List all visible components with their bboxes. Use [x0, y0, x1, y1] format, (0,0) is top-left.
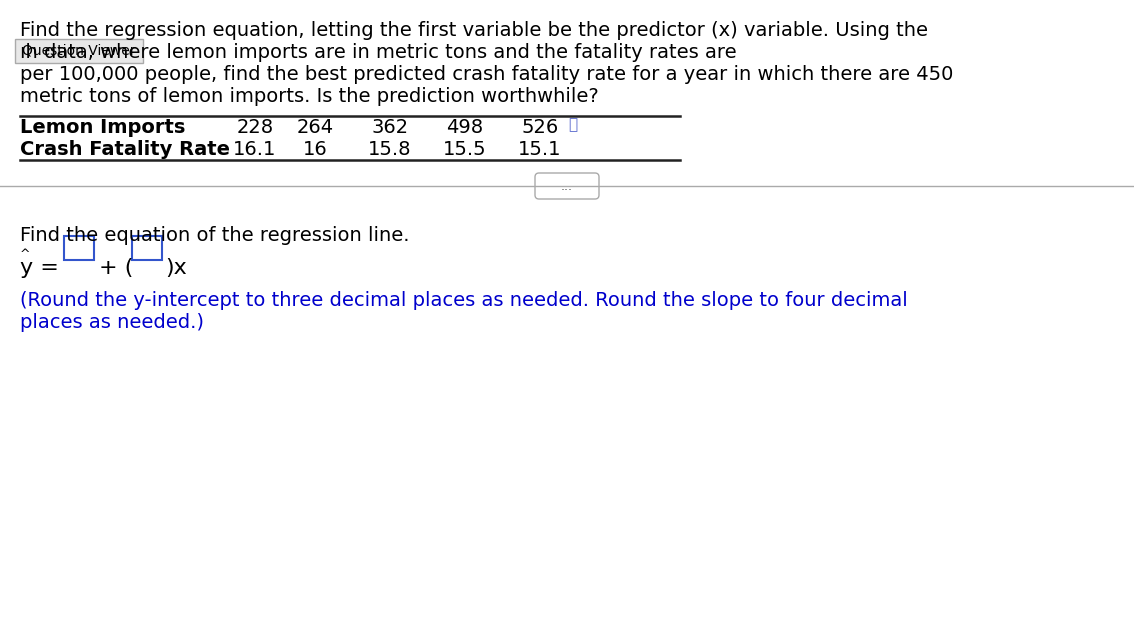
Text: ^: ^ [20, 248, 31, 261]
Text: y =: y = [20, 258, 59, 278]
Text: ⎘: ⎘ [568, 117, 577, 132]
Text: 15.1: 15.1 [518, 140, 561, 159]
Text: ıh data, where lemon imports are in metric tons and the fatality rates are: ıh data, where lemon imports are in metr… [20, 43, 737, 62]
FancyBboxPatch shape [535, 173, 599, 199]
Text: Find the equation of the regression line.: Find the equation of the regression line… [20, 226, 409, 245]
Text: metric tons of lemon imports. Is the prediction worthwhile?: metric tons of lemon imports. Is the pre… [20, 87, 599, 106]
Text: 264: 264 [296, 118, 333, 137]
Text: ...: ... [561, 180, 573, 193]
Text: 16: 16 [303, 140, 328, 159]
Text: 228: 228 [236, 118, 273, 137]
Text: Question Viewer: Question Viewer [23, 44, 136, 58]
Text: Crash Fatality Rate: Crash Fatality Rate [20, 140, 230, 159]
Text: 498: 498 [447, 118, 483, 137]
Text: Find the regression equation, letting the first variable be the predictor (x) va: Find the regression equation, letting th… [20, 21, 928, 40]
Text: 526: 526 [522, 118, 559, 137]
Text: per 100,000 people, find the best predicted crash fatality rate for a year in wh: per 100,000 people, find the best predic… [20, 65, 954, 84]
Text: 362: 362 [372, 118, 408, 137]
Text: 15.5: 15.5 [443, 140, 486, 159]
FancyBboxPatch shape [15, 39, 143, 63]
Text: places as needed.): places as needed.) [20, 313, 204, 332]
Text: + (: + ( [99, 258, 134, 278]
Bar [64, 236, 94, 260]
Bar [132, 236, 162, 260]
Text: Lemon Imports: Lemon Imports [20, 118, 185, 137]
Text: (Round the y-intercept to three decimal places as needed. Round the slope to fou: (Round the y-intercept to three decimal … [20, 291, 907, 310]
Text: )x: )x [166, 258, 187, 278]
Text: 16.1: 16.1 [234, 140, 277, 159]
Text: 15.8: 15.8 [369, 140, 412, 159]
